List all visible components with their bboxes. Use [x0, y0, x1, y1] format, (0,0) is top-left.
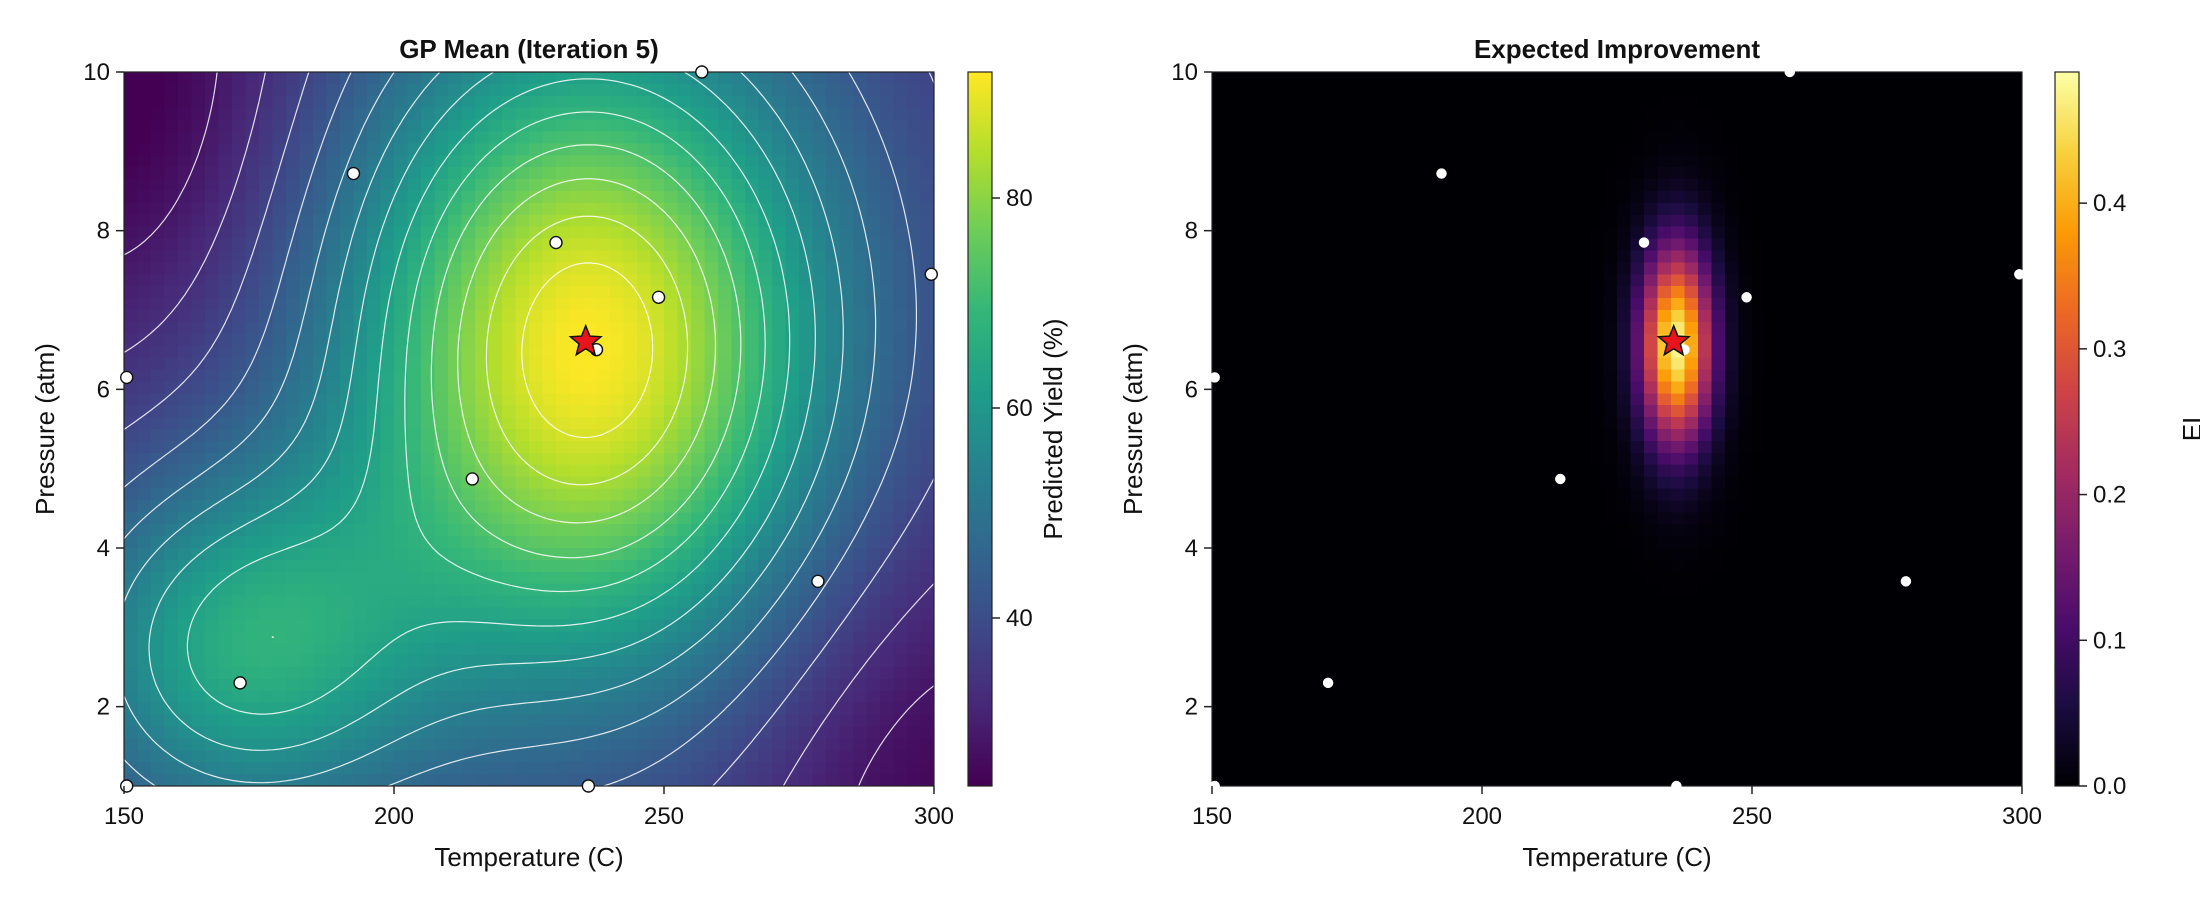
ei-heatmap	[1212, 72, 2022, 786]
contour-line	[430, 144, 742, 559]
gp-mean-title: GP Mean (Iteration 5)	[399, 34, 659, 64]
contour-line	[186, 78, 791, 715]
observation-point	[811, 574, 825, 589]
gp-mean-colorbar-frame	[967, 71, 993, 787]
observation-point	[1209, 372, 1220, 383]
observation-point	[1900, 576, 1912, 587]
gp-mean-plot-frame	[123, 71, 935, 787]
best-point-star-marker	[568, 323, 603, 357]
observation-point	[346, 166, 361, 181]
observation-point	[1671, 780, 1682, 792]
observation-point	[1436, 168, 1447, 179]
y-tick-label: 10	[1171, 59, 1198, 86]
y-tick-label: 10	[83, 59, 110, 86]
gp-mean-colorbar	[968, 72, 992, 786]
colorbar-tick-label: 40	[1006, 605, 1033, 632]
gp-mean-colorbar-label: Predicted Yield (%)	[1038, 318, 1068, 539]
observation-point	[581, 779, 596, 793]
observation-point	[119, 779, 134, 793]
observation-point	[465, 472, 479, 486]
ei-plot-frame	[1211, 71, 2023, 787]
observation-point	[119, 370, 134, 385]
observation-point	[1638, 237, 1650, 248]
y-tick-label: 8	[97, 218, 110, 245]
observation-point	[695, 65, 709, 79]
colorbar-tick-label: 0.3	[2093, 336, 2126, 363]
colorbar-tick-label: 0.1	[2093, 627, 2126, 654]
y-tick-label: 6	[97, 376, 110, 403]
ei-y-axis-label: Pressure (atm)	[1118, 343, 1148, 515]
contour-line	[457, 178, 717, 524]
x-tick-label: 150	[104, 803, 144, 830]
observation-point	[1209, 780, 1220, 792]
x-tick-label: 300	[914, 803, 954, 830]
x-tick-label: 250	[644, 803, 684, 830]
colorbar-tick-label: 80	[1006, 185, 1033, 212]
colorbar-tick-label: 0.4	[2093, 190, 2126, 217]
contour-line	[123, 71, 917, 787]
gp-mean-heatmap	[124, 72, 934, 786]
observation-point	[2014, 269, 2025, 280]
x-tick-label: 300	[2002, 803, 2042, 830]
x-tick-label: 200	[1462, 803, 1502, 830]
observation-point	[651, 290, 666, 305]
observation-point	[549, 235, 563, 250]
x-tick-label: 250	[1732, 803, 1772, 830]
contour-line	[123, 71, 877, 787]
gp-mean-contours	[123, 71, 935, 787]
ei-colorbar-label: EI	[2177, 417, 2200, 442]
observation-point	[1322, 677, 1334, 689]
ei-colorbar	[2055, 72, 2079, 786]
y-tick-label: 4	[97, 535, 110, 562]
y-tick-label: 2	[97, 694, 110, 721]
contour-line	[148, 71, 816, 751]
contour-line	[485, 215, 689, 486]
y-tick-label: 2	[1185, 694, 1198, 721]
observation-point	[233, 676, 247, 690]
y-tick-label: 4	[1185, 535, 1198, 562]
colorbar-tick-label: 60	[1006, 395, 1033, 422]
contour-line	[123, 71, 935, 787]
ei-x-axis-label: Temperature (C)	[1522, 842, 1711, 872]
colorbar-tick-label: 0.2	[2093, 482, 2126, 509]
contour-line	[521, 262, 654, 439]
best-point-star-marker	[1656, 323, 1691, 357]
x-tick-label: 200	[374, 803, 414, 830]
colorbar-tick-label: 0.0	[2093, 773, 2126, 800]
gp-mean-x-axis-label: Temperature (C)	[434, 842, 623, 872]
ei-colorbar-frame	[2054, 71, 2080, 787]
observation-point	[924, 267, 938, 281]
expected-improvement-panel: 150 200 250 300 2 4 6 8 10 0.0 0.1 0.2 0.3 0.4 Expecte…	[1118, 34, 2200, 872]
y-tick-label: 6	[1185, 376, 1198, 403]
contour-line	[123, 71, 935, 787]
gp-mean-y-axis-label: Pressure (atm)	[30, 343, 60, 515]
contour-line	[271, 111, 766, 639]
x-tick-label: 150	[1192, 803, 1232, 830]
gp-mean-panel: 150 200 250 300 2 4 6 8 10 40 60 80 GP Mean (Iterati…	[30, 34, 1068, 872]
contour-line	[123, 71, 935, 787]
y-tick-label: 8	[1185, 218, 1198, 245]
contour-line	[123, 71, 844, 784]
observation-point	[1555, 473, 1566, 485]
observation-point	[1784, 66, 1796, 78]
ei-title: Expected Improvement	[1474, 34, 1760, 64]
observation-point	[1741, 292, 1752, 303]
